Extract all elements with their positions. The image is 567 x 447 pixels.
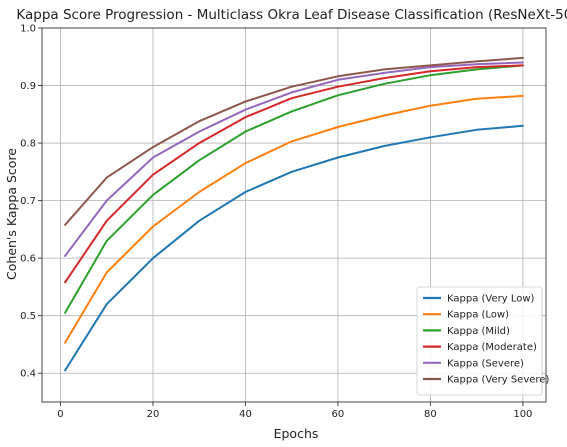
legend-entry-2: Kappa (Mild) [447, 326, 510, 337]
legend: Kappa (Very Low) Kappa (Low) Kappa (Mild) K… [416, 286, 549, 396]
legend-entry-3: Kappa (Moderate) [447, 342, 537, 353]
plot-frame [41, 27, 547, 403]
y-axis: 0.4 0.5 0.6 0.7 0.8 0.9 1.0 [20, 24, 42, 380]
y-tick-label: 0.5 [20, 311, 36, 322]
series-line-3 [64, 64, 524, 284]
x-tick-label: 100 [513, 409, 532, 420]
x-tick-label: 60 [332, 409, 345, 420]
y-tick-label: 0.9 [20, 81, 36, 92]
series-line-5 [64, 56, 524, 226]
legend-entry-1: Kappa (Low) [447, 310, 509, 321]
legend-entry-4: Kappa (Severe) [447, 358, 524, 369]
series-line-1 [64, 94, 524, 344]
x-tick-label: 20 [147, 409, 160, 420]
y-axis-label: Cohen's Kappa Score [4, 148, 19, 280]
y-tick-label: 0.4 [20, 369, 36, 380]
x-axis-label: Epochs [274, 426, 319, 441]
legend-entry-0: Kappa (Very Low) [447, 294, 535, 305]
series-line-0 [64, 124, 524, 372]
x-axis: 0 20 40 60 80 100 [57, 402, 532, 420]
y-tick-label: 0.8 [20, 139, 36, 150]
series-line-4 [64, 61, 524, 257]
y-tick-label: 0.6 [20, 254, 36, 265]
y-tick-label: 1.0 [20, 24, 36, 35]
series-line-2 [64, 64, 524, 314]
x-tick-label: 80 [424, 409, 437, 420]
series-layer [64, 56, 524, 372]
y-tick-label: 0.7 [20, 196, 36, 207]
legend-entry-5: Kappa (Very Severe) [447, 375, 549, 386]
x-tick-label: 0 [57, 409, 63, 420]
chart-title: Kappa Score Progression - Multiclass Okr… [16, 7, 567, 23]
legend-box [416, 286, 543, 396]
x-tick-label: 40 [239, 409, 252, 420]
